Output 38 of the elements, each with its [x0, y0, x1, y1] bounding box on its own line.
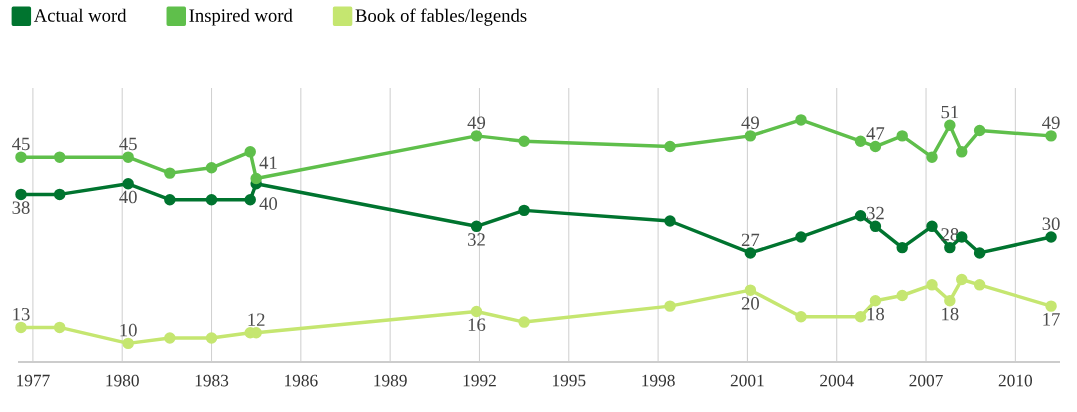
data-label: 17: [1043, 313, 1060, 326]
x-tick-label: 1983: [195, 374, 229, 387]
legend-label: Actual word: [33, 8, 127, 22]
x-tick-label: 1989: [374, 374, 407, 387]
legend-label: Book of fables/legends: [355, 8, 527, 26]
data-label: 20: [741, 297, 759, 310]
data-label: 27: [741, 233, 760, 246]
data-label: 49: [741, 116, 759, 129]
data-label: 16: [468, 318, 486, 331]
data-label: 18: [867, 307, 885, 321]
data-label: 45: [119, 137, 137, 151]
x-tick-label: 1977: [17, 374, 50, 387]
x-tick-label: 2007: [909, 374, 943, 387]
legend-label: Inspired word: [189, 8, 293, 26]
data-label: 32: [468, 233, 485, 246]
data-label: 38: [12, 201, 30, 214]
data-label: 10: [120, 323, 137, 337]
x-tick-label: 1992: [463, 374, 496, 387]
data-label: 49: [467, 116, 486, 129]
data-label: 13: [13, 307, 30, 321]
x-tick-label: 2001: [730, 374, 764, 387]
data-label: 32: [866, 206, 884, 220]
data-label: 30: [1042, 217, 1060, 231]
x-tick-label: 2010: [998, 374, 1033, 387]
x-tick-label: 1998: [642, 374, 675, 387]
data-label: 18: [942, 307, 959, 321]
data-label: 49: [1042, 116, 1060, 129]
x-tick-label: 1986: [285, 374, 318, 387]
data-label: 51: [941, 105, 959, 119]
data-label: 40: [259, 197, 278, 210]
x-tick-label: 2004: [820, 374, 854, 387]
data-label: 12: [248, 313, 265, 326]
data-label: 47: [866, 127, 885, 140]
data-label: 40: [119, 190, 137, 204]
x-tick-label: 1980: [106, 374, 139, 387]
data-label: 41: [259, 156, 277, 169]
x-tick-label: 1995: [552, 374, 586, 387]
data-label: 45: [12, 137, 30, 151]
